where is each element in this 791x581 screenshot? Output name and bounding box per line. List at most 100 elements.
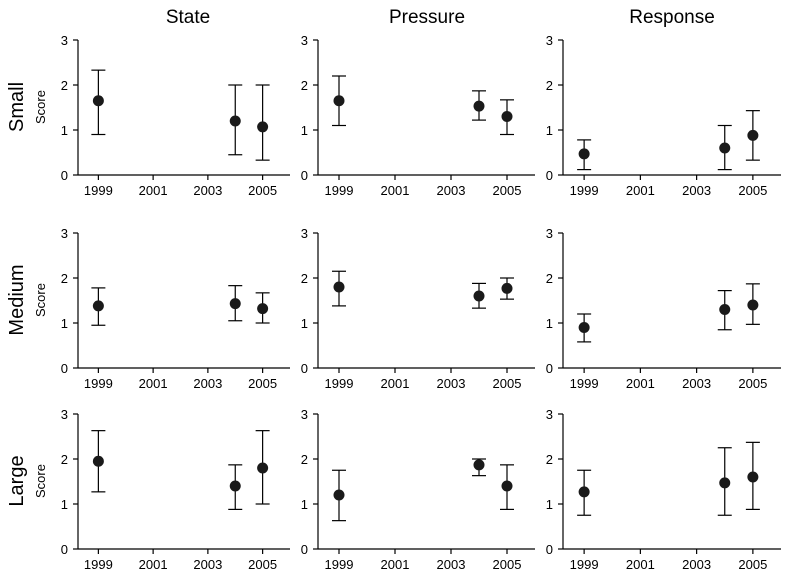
x-tick-label-large-pressure: 2003 — [437, 557, 466, 572]
x-tick-label-large-state: 2005 — [248, 557, 277, 572]
data-point-large-state — [257, 462, 269, 474]
x-tick-label-large-response: 1999 — [570, 557, 599, 572]
x-tick-label-large-state: 2001 — [139, 557, 168, 572]
row-title-large: Large — [6, 455, 28, 506]
data-point-large-response — [578, 486, 590, 498]
y-tick-label-small-pressure: 2 — [301, 78, 308, 93]
y-tick-label-small-state: 2 — [61, 78, 68, 93]
data-point-large-pressure — [501, 480, 513, 492]
x-tick-label-large-response: 2003 — [682, 557, 711, 572]
x-tick-label-large-state: 1999 — [84, 557, 113, 572]
y-tick-label-medium-pressure: 3 — [301, 226, 308, 241]
x-tick-label-large-state: 2003 — [193, 557, 222, 572]
y-tick-label-small-response: 3 — [546, 33, 553, 48]
data-point-small-state — [257, 121, 269, 133]
column-title-response: Response — [629, 7, 715, 28]
x-tick-label-medium-state: 1999 — [84, 376, 113, 391]
y-tick-label-small-response: 0 — [546, 168, 553, 183]
x-tick-label-medium-response: 2005 — [738, 376, 767, 391]
y-tick-label-large-pressure: 2 — [301, 452, 308, 467]
data-point-medium-pressure — [501, 282, 513, 294]
y-tick-label-medium-response: 3 — [546, 226, 553, 241]
data-point-large-response — [719, 477, 731, 489]
x-tick-label-small-response: 2003 — [682, 183, 711, 198]
x-tick-label-medium-response: 2001 — [626, 376, 655, 391]
data-point-small-pressure — [501, 111, 513, 122]
y-tick-label-medium-pressure: 2 — [301, 271, 308, 286]
data-point-large-response — [747, 471, 759, 483]
y-tick-label-small-response: 1 — [546, 123, 553, 138]
data-point-small-response — [747, 129, 759, 141]
y-tick-label-small-pressure: 0 — [301, 168, 308, 183]
x-tick-label-medium-pressure: 1999 — [325, 376, 354, 391]
y-tick-label-medium-state: 2 — [61, 271, 68, 286]
x-tick-label-small-pressure: 1999 — [325, 183, 354, 198]
y-tick-label-large-response: 1 — [546, 497, 553, 512]
x-tick-label-medium-response: 1999 — [570, 376, 599, 391]
y-tick-label-small-state: 1 — [61, 123, 68, 138]
y-tick-label-large-pressure: 3 — [301, 407, 308, 422]
y-tick-label-large-state: 1 — [61, 497, 68, 512]
x-tick-label-small-pressure: 2003 — [437, 183, 466, 198]
y-tick-label-small-response: 2 — [546, 78, 553, 93]
y-axis-label-large: Score — [33, 464, 48, 498]
x-tick-label-large-pressure: 2001 — [381, 557, 410, 572]
y-tick-label-medium-pressure: 0 — [301, 361, 308, 376]
data-point-small-state — [92, 95, 104, 107]
y-tick-label-medium-state: 0 — [61, 361, 68, 376]
y-tick-label-large-pressure: 0 — [301, 542, 308, 557]
data-point-medium-state — [229, 298, 241, 310]
y-tick-label-medium-response: 2 — [546, 271, 553, 286]
data-point-small-pressure — [333, 95, 345, 107]
data-point-medium-response — [747, 299, 759, 311]
y-tick-label-large-pressure: 1 — [301, 497, 308, 512]
column-title-state: State — [166, 7, 210, 28]
y-tick-label-small-pressure: 3 — [301, 33, 308, 48]
x-tick-label-large-response: 2001 — [626, 557, 655, 572]
row-title-small: Small — [6, 82, 28, 132]
x-tick-label-small-response: 1999 — [570, 183, 599, 198]
y-tick-label-medium-state: 1 — [61, 316, 68, 331]
x-tick-label-large-pressure: 1999 — [325, 557, 354, 572]
x-tick-label-small-state: 1999 — [84, 183, 113, 198]
column-title-pressure: Pressure — [389, 7, 465, 28]
x-tick-label-medium-state: 2003 — [193, 376, 222, 391]
y-tick-label-small-state: 3 — [61, 33, 68, 48]
y-tick-label-medium-response: 1 — [546, 316, 553, 331]
x-tick-label-medium-pressure: 2003 — [437, 376, 466, 391]
y-tick-label-large-state: 2 — [61, 452, 68, 467]
x-tick-label-medium-response: 2003 — [682, 376, 711, 391]
data-point-medium-pressure — [473, 290, 485, 302]
data-point-large-state — [229, 480, 241, 492]
x-tick-label-medium-state: 2005 — [248, 376, 277, 391]
x-tick-label-small-state: 2003 — [193, 183, 222, 198]
y-tick-label-medium-pressure: 1 — [301, 316, 308, 331]
x-tick-label-medium-pressure: 2005 — [493, 376, 522, 391]
y-tick-label-small-state: 0 — [61, 168, 68, 183]
data-point-small-state — [229, 115, 241, 127]
y-axis-label-medium: Score — [33, 283, 48, 317]
data-point-medium-pressure — [333, 281, 345, 293]
x-tick-label-large-response: 2005 — [738, 557, 767, 572]
y-axis-label-small: Score — [33, 90, 48, 124]
y-tick-label-medium-response: 0 — [546, 361, 553, 376]
y-tick-label-small-pressure: 1 — [301, 123, 308, 138]
y-tick-label-large-state: 3 — [61, 407, 68, 422]
data-point-small-response — [719, 142, 731, 154]
x-tick-label-medium-pressure: 2001 — [381, 376, 410, 391]
data-point-small-pressure — [473, 100, 485, 112]
data-point-medium-response — [578, 322, 590, 333]
x-tick-label-large-pressure: 2005 — [493, 557, 522, 572]
y-tick-label-medium-state: 3 — [61, 226, 68, 241]
y-tick-label-large-response: 2 — [546, 452, 553, 467]
data-point-large-pressure — [473, 459, 485, 471]
data-point-medium-state — [92, 300, 104, 312]
x-tick-label-small-pressure: 2005 — [493, 183, 522, 198]
data-point-small-response — [578, 148, 590, 160]
data-point-large-pressure — [333, 489, 345, 501]
data-point-medium-response — [719, 304, 731, 315]
data-point-medium-state — [257, 303, 269, 315]
data-point-large-state — [92, 455, 104, 467]
row-title-medium: Medium — [6, 264, 28, 335]
